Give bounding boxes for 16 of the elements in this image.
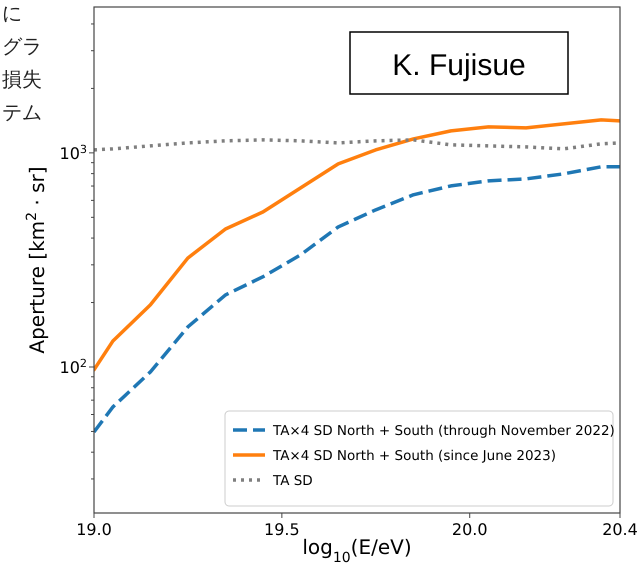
line-series [94, 118, 620, 372]
x-axis-title: log$_{10}$(E/eV) [302, 535, 412, 566]
legend-label: TA×4 SD North + South (since June 2023) [272, 448, 556, 464]
text: 損失 [2, 67, 42, 91]
legend-label: TA SD [272, 473, 313, 489]
text: に [2, 1, 22, 25]
text: テム [2, 100, 42, 124]
annotation: K. Fujisue [392, 49, 526, 82]
x-tick-label: 20.0 [452, 520, 488, 539]
x-tick-label: 19.5 [264, 520, 300, 539]
x-tick-label: 19.0 [76, 520, 112, 539]
text: グラ [2, 34, 42, 58]
legend-label: TA×4 SD North + South (through November 2022) [272, 423, 615, 439]
y-tick-label: 10$^{2}$ [60, 356, 87, 377]
x-tick-label: 20.4 [602, 520, 638, 539]
y-tick-label: 10$^{3}$ [60, 142, 87, 163]
